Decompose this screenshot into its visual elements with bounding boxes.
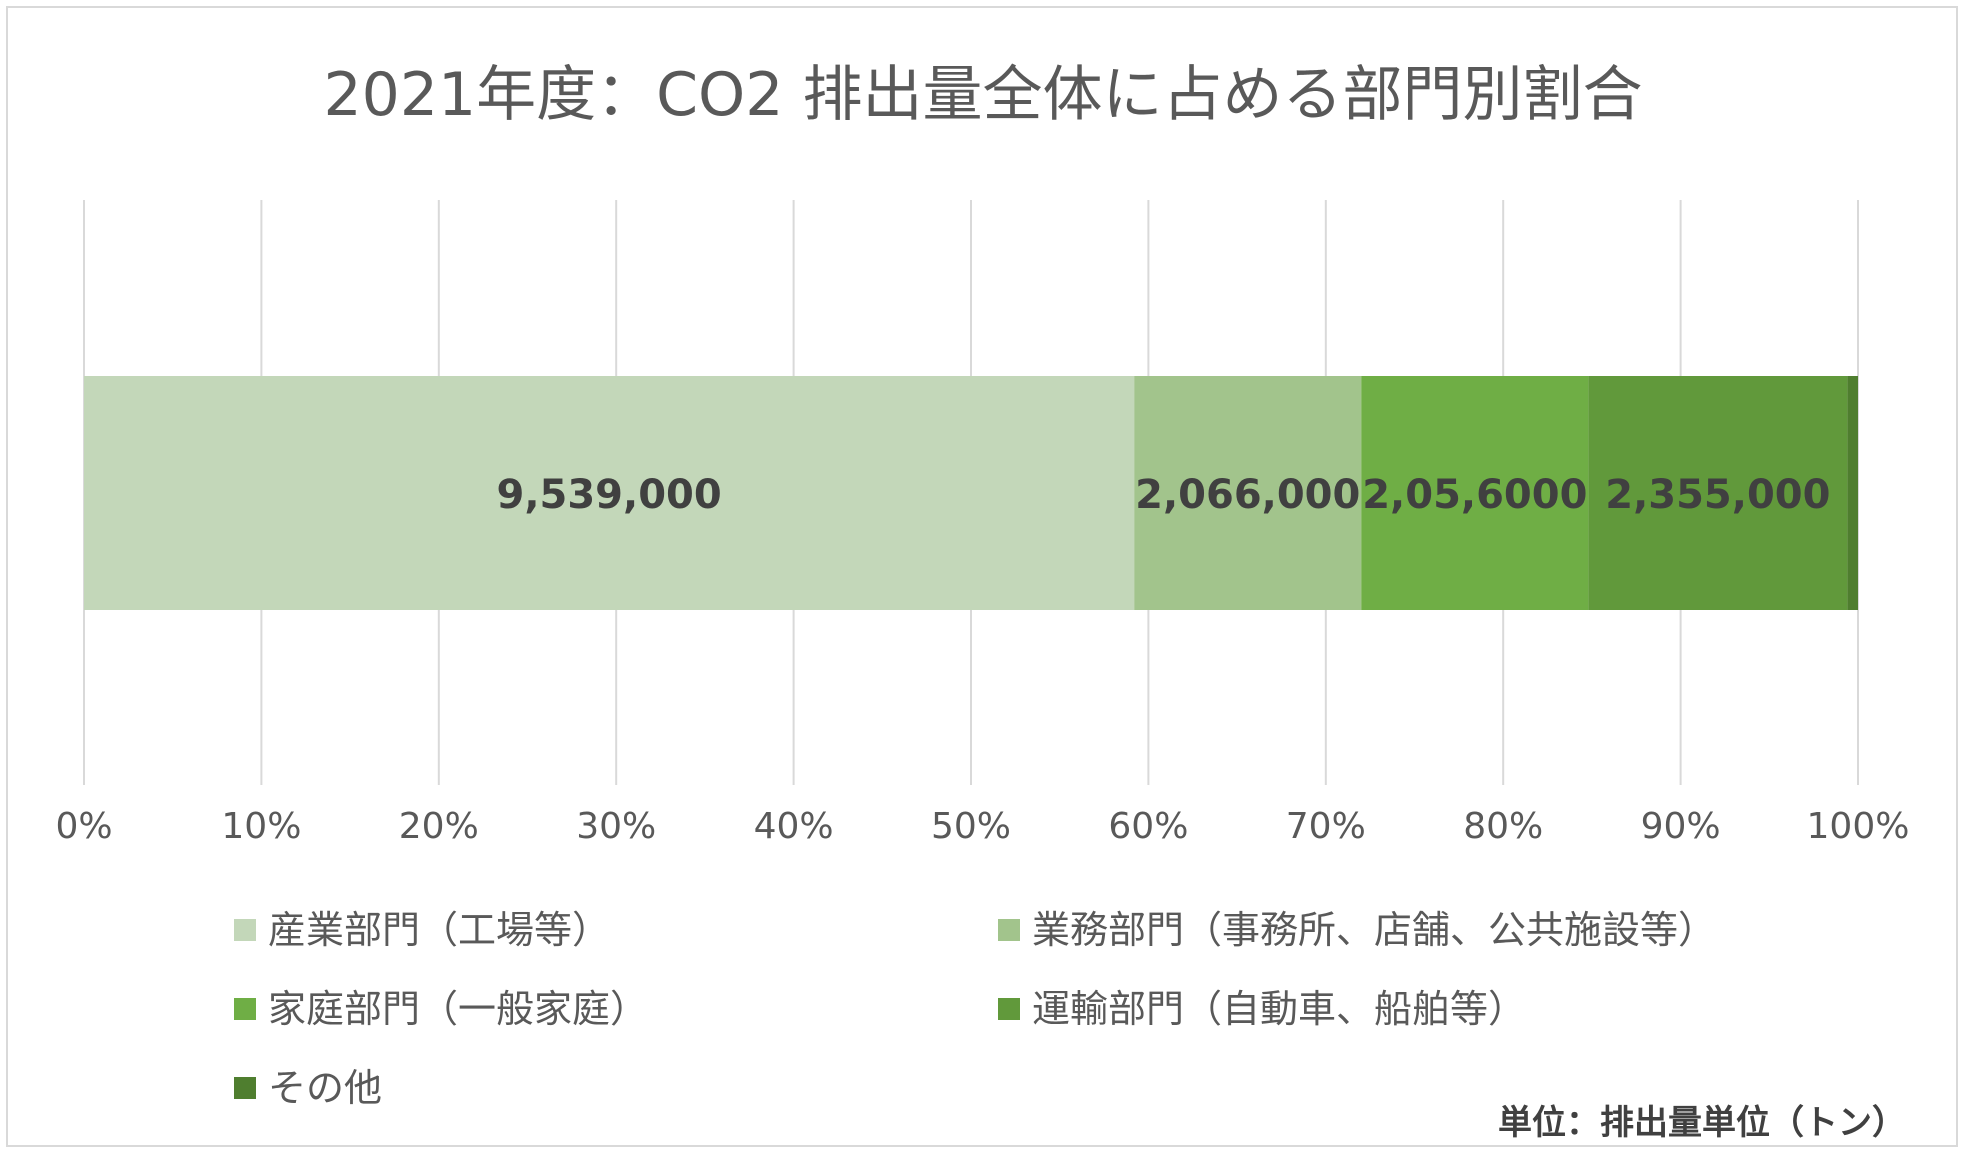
x-tick-label: 30% (576, 806, 656, 847)
x-tick-label: 80% (1463, 806, 1543, 847)
unit-note: 単位：排出量単位（トン） (1498, 1103, 1906, 1143)
data-label-0: 9,539,000 (496, 472, 721, 518)
x-tick-label: 10% (221, 806, 301, 847)
data-label-2: 2,05,6000 (1362, 472, 1587, 518)
bar-segment-3 (1588, 376, 1848, 610)
data-label-1: 2,066,000 (1135, 472, 1360, 518)
x-tick-label: 70% (1286, 806, 1366, 847)
x-tick-label: 60% (1108, 806, 1188, 847)
chart-title: 2021年度：CO2 排出量全体に占める部門別割合 (323, 60, 1643, 130)
x-tick-label: 50% (931, 806, 1011, 847)
bar-segment-4 (1847, 376, 1858, 610)
bar-segment-0 (84, 376, 1135, 610)
x-tick-label: 40% (754, 806, 834, 847)
x-tick-label: 20% (399, 806, 479, 847)
x-tick-label: 0% (55, 806, 112, 847)
x-tick-label: 90% (1641, 806, 1721, 847)
bar-segment-2 (1361, 376, 1589, 610)
x-tick-label: 100% (1807, 806, 1910, 847)
data-label-3: 2,355,000 (1605, 472, 1830, 518)
bar-segment-1 (1134, 376, 1362, 610)
